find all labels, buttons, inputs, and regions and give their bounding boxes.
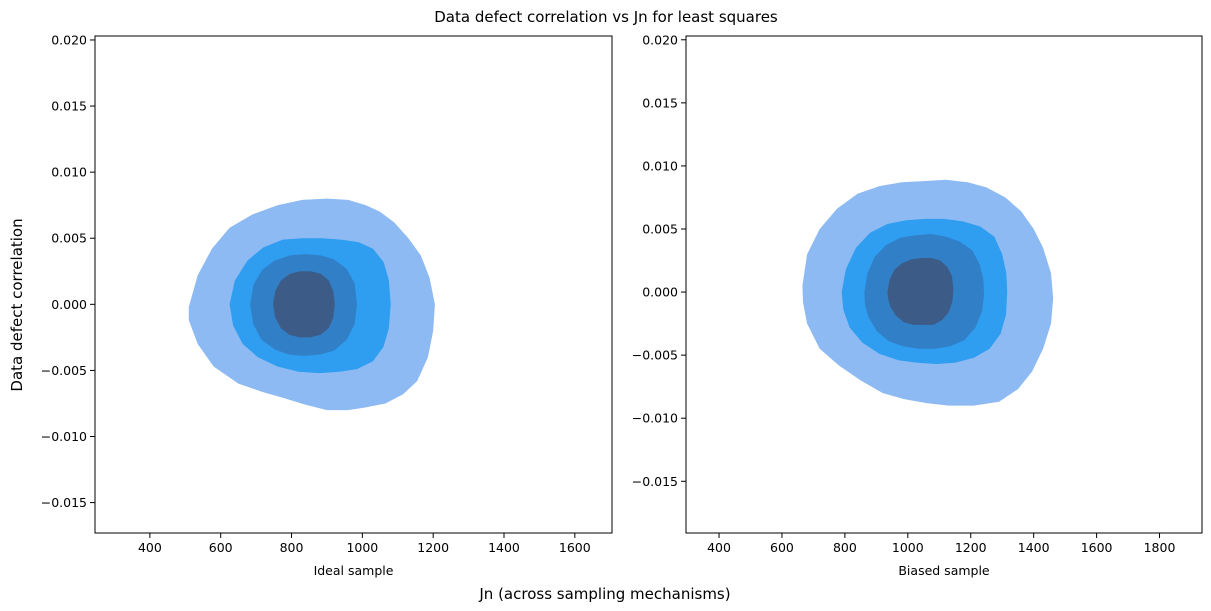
x-tick-label: 600 — [770, 540, 794, 555]
y-tick-label: 0.000 — [51, 297, 87, 312]
figure-title: Data defect correlation vs Jn for least … — [434, 8, 778, 26]
y-tick-label: 0.005 — [642, 221, 678, 236]
axes-frame — [94, 35, 613, 534]
x-tick-label: 600 — [209, 540, 233, 555]
y-tick-label: −0.015 — [632, 474, 678, 489]
density-contour-level-4 — [273, 271, 335, 338]
figure-x-label: Jn (across sampling mechanisms) — [478, 585, 730, 603]
x-tick-label: 1000 — [892, 540, 924, 555]
x-tick-label: 1600 — [559, 540, 591, 555]
axis-x-label: Ideal sample — [314, 563, 394, 578]
density-contour-level-4 — [887, 258, 954, 325]
y-tick-label: −0.010 — [632, 411, 678, 426]
x-tick-label: 1200 — [955, 540, 987, 555]
density-contours — [802, 179, 1054, 406]
x-tick-label: 800 — [833, 540, 857, 555]
y-tick-label: −0.010 — [41, 429, 87, 444]
y-tick-label: 0.015 — [642, 95, 678, 110]
y-tick-label: 0.020 — [51, 32, 87, 47]
x-tick-label: 800 — [280, 540, 304, 555]
y-tick-label: −0.015 — [41, 495, 87, 510]
x-tick-label: 400 — [707, 540, 731, 555]
y-tick-label: 0.005 — [51, 231, 87, 246]
panel-biased-sample: 400 600 800 1000 1200 1400 1600 1800 −0.015 −0.01… — [632, 32, 1203, 578]
y-tick-label: 0.010 — [642, 158, 678, 173]
y-tick-label: 0.010 — [51, 165, 87, 180]
x-tick-label: 1400 — [488, 540, 520, 555]
x-tick-label: 400 — [138, 540, 162, 555]
x-tick-label: 1400 — [1018, 540, 1050, 555]
x-tick-label: 1200 — [417, 540, 449, 555]
x-tick-label: 1000 — [346, 540, 378, 555]
x-tick-label: 1800 — [1144, 540, 1176, 555]
x-tick-label: 1600 — [1081, 540, 1113, 555]
y-tick-label: 0.015 — [51, 99, 87, 114]
y-tick-label: 0.000 — [642, 285, 678, 300]
y-tick-label: −0.005 — [632, 348, 678, 363]
panel-ideal-sample: 400 600 800 1000 1200 1400 1600 −0.015 −0.010 −0.… — [41, 32, 613, 578]
axes-frame — [685, 35, 1203, 534]
figure-y-label: Data defect correlation — [8, 218, 26, 391]
density-contours — [188, 198, 435, 411]
axis-x-label: Biased sample — [898, 563, 990, 578]
y-tick-label: −0.005 — [41, 363, 87, 378]
y-tick-label: 0.020 — [642, 32, 678, 47]
